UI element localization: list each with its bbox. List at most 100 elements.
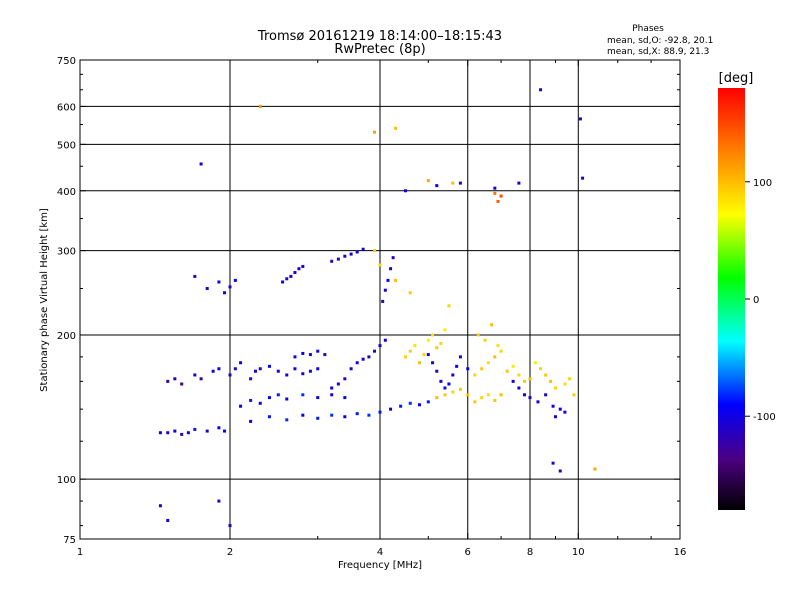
data-point-x: [417, 361, 421, 365]
data-point-o: [386, 278, 390, 282]
data-point-x: [505, 369, 509, 373]
data-point-o: [276, 369, 280, 373]
data-points: [158, 88, 597, 528]
data-point-x: [394, 126, 398, 130]
x-tick-label: 1: [77, 547, 83, 558]
data-point-o: [361, 357, 365, 361]
data-point-o: [517, 181, 521, 185]
data-point-o: [558, 469, 562, 473]
colorbar-tick-label: 100: [753, 178, 772, 189]
data-point-o: [267, 396, 271, 400]
data-point-o: [258, 401, 262, 405]
data-point-o: [316, 416, 320, 420]
data-point-o: [223, 429, 227, 433]
data-point-o: [180, 382, 184, 386]
data-point-o: [158, 504, 162, 508]
data-point-x: [373, 130, 377, 134]
data-point-x: [499, 349, 503, 353]
data-point-o: [293, 355, 297, 359]
data-point-x: [533, 361, 537, 365]
data-point-o: [166, 431, 170, 435]
data-point-x: [451, 390, 455, 394]
data-point-o: [301, 372, 305, 376]
data-point-o: [426, 353, 430, 357]
data-point-x: [394, 278, 398, 282]
data-point-x: [493, 398, 497, 402]
data-point-o: [343, 254, 347, 258]
y-tick-label: 200: [57, 331, 76, 342]
data-point-o: [451, 373, 455, 377]
data-point-o: [367, 355, 371, 359]
data-point-x: [451, 181, 455, 185]
data-point-x: [490, 323, 494, 327]
data-point-o: [517, 386, 521, 390]
data-point-x: [473, 400, 477, 404]
data-point-o: [447, 382, 451, 386]
colorbar-tick-label: -100: [753, 412, 776, 423]
data-point-o: [455, 364, 459, 368]
data-point-o: [308, 369, 312, 373]
data-point-o: [349, 252, 353, 256]
data-point-o: [578, 117, 582, 121]
data-point-x: [517, 373, 521, 377]
data-point-o: [316, 367, 320, 371]
data-point-o: [330, 259, 334, 263]
x-tick-label: 16: [674, 547, 687, 558]
data-point-x: [378, 263, 382, 267]
data-point-o: [289, 274, 293, 278]
data-point-o: [330, 386, 334, 390]
data-point-x: [258, 104, 262, 108]
data-point-x: [511, 364, 515, 368]
data-point-o: [308, 353, 312, 357]
data-point-o: [343, 396, 347, 400]
data-point-o: [458, 181, 462, 185]
data-point-x: [439, 341, 443, 345]
data-point-o: [389, 407, 393, 411]
data-point-x: [480, 367, 484, 371]
y-tick-label: 100: [57, 475, 76, 486]
data-point-o: [166, 518, 170, 522]
data-point-o: [233, 278, 237, 282]
data-point-o: [391, 256, 395, 260]
data-point-o: [239, 361, 243, 365]
data-point-x: [403, 355, 407, 359]
data-point-o: [551, 404, 555, 408]
data-point-o: [458, 355, 462, 359]
data-point-o: [267, 415, 271, 419]
data-point-o: [285, 397, 289, 401]
x-tick-label: 4: [377, 547, 383, 558]
data-point-o: [193, 274, 197, 278]
data-point-o: [378, 344, 382, 348]
y-tick-label: 500: [57, 140, 76, 151]
data-point-o: [539, 88, 543, 92]
data-point-o: [536, 400, 540, 404]
data-point-o: [267, 364, 271, 368]
data-point-o: [199, 162, 203, 166]
data-point-o: [367, 413, 371, 417]
stats-line-x: mean, sd,X: 88.9, 21.3: [607, 47, 709, 57]
data-point-o: [281, 280, 285, 284]
data-point-o: [544, 393, 548, 397]
data-point-o: [239, 404, 243, 408]
data-point-x: [443, 393, 447, 397]
grid-lines: [80, 60, 680, 539]
data-point-o: [511, 379, 515, 383]
data-point-x: [443, 328, 447, 332]
data-point-x: [426, 338, 430, 342]
data-point-x: [567, 377, 571, 381]
data-point-o: [389, 267, 393, 271]
data-point-o: [373, 349, 377, 353]
colorbar-tick-label: 0: [753, 295, 759, 306]
data-point-o: [199, 377, 203, 381]
data-point-o: [349, 367, 353, 371]
data-point-o: [316, 349, 320, 353]
data-point-x: [422, 353, 426, 357]
data-point-x: [447, 304, 451, 308]
y-tick-label: 400: [57, 187, 76, 198]
data-point-x: [553, 386, 557, 390]
data-point-o: [431, 361, 435, 365]
x-tick-label: 8: [527, 547, 533, 558]
x-tick-label: 2: [227, 547, 233, 558]
data-point-o: [330, 413, 334, 417]
data-point-x: [563, 382, 567, 386]
